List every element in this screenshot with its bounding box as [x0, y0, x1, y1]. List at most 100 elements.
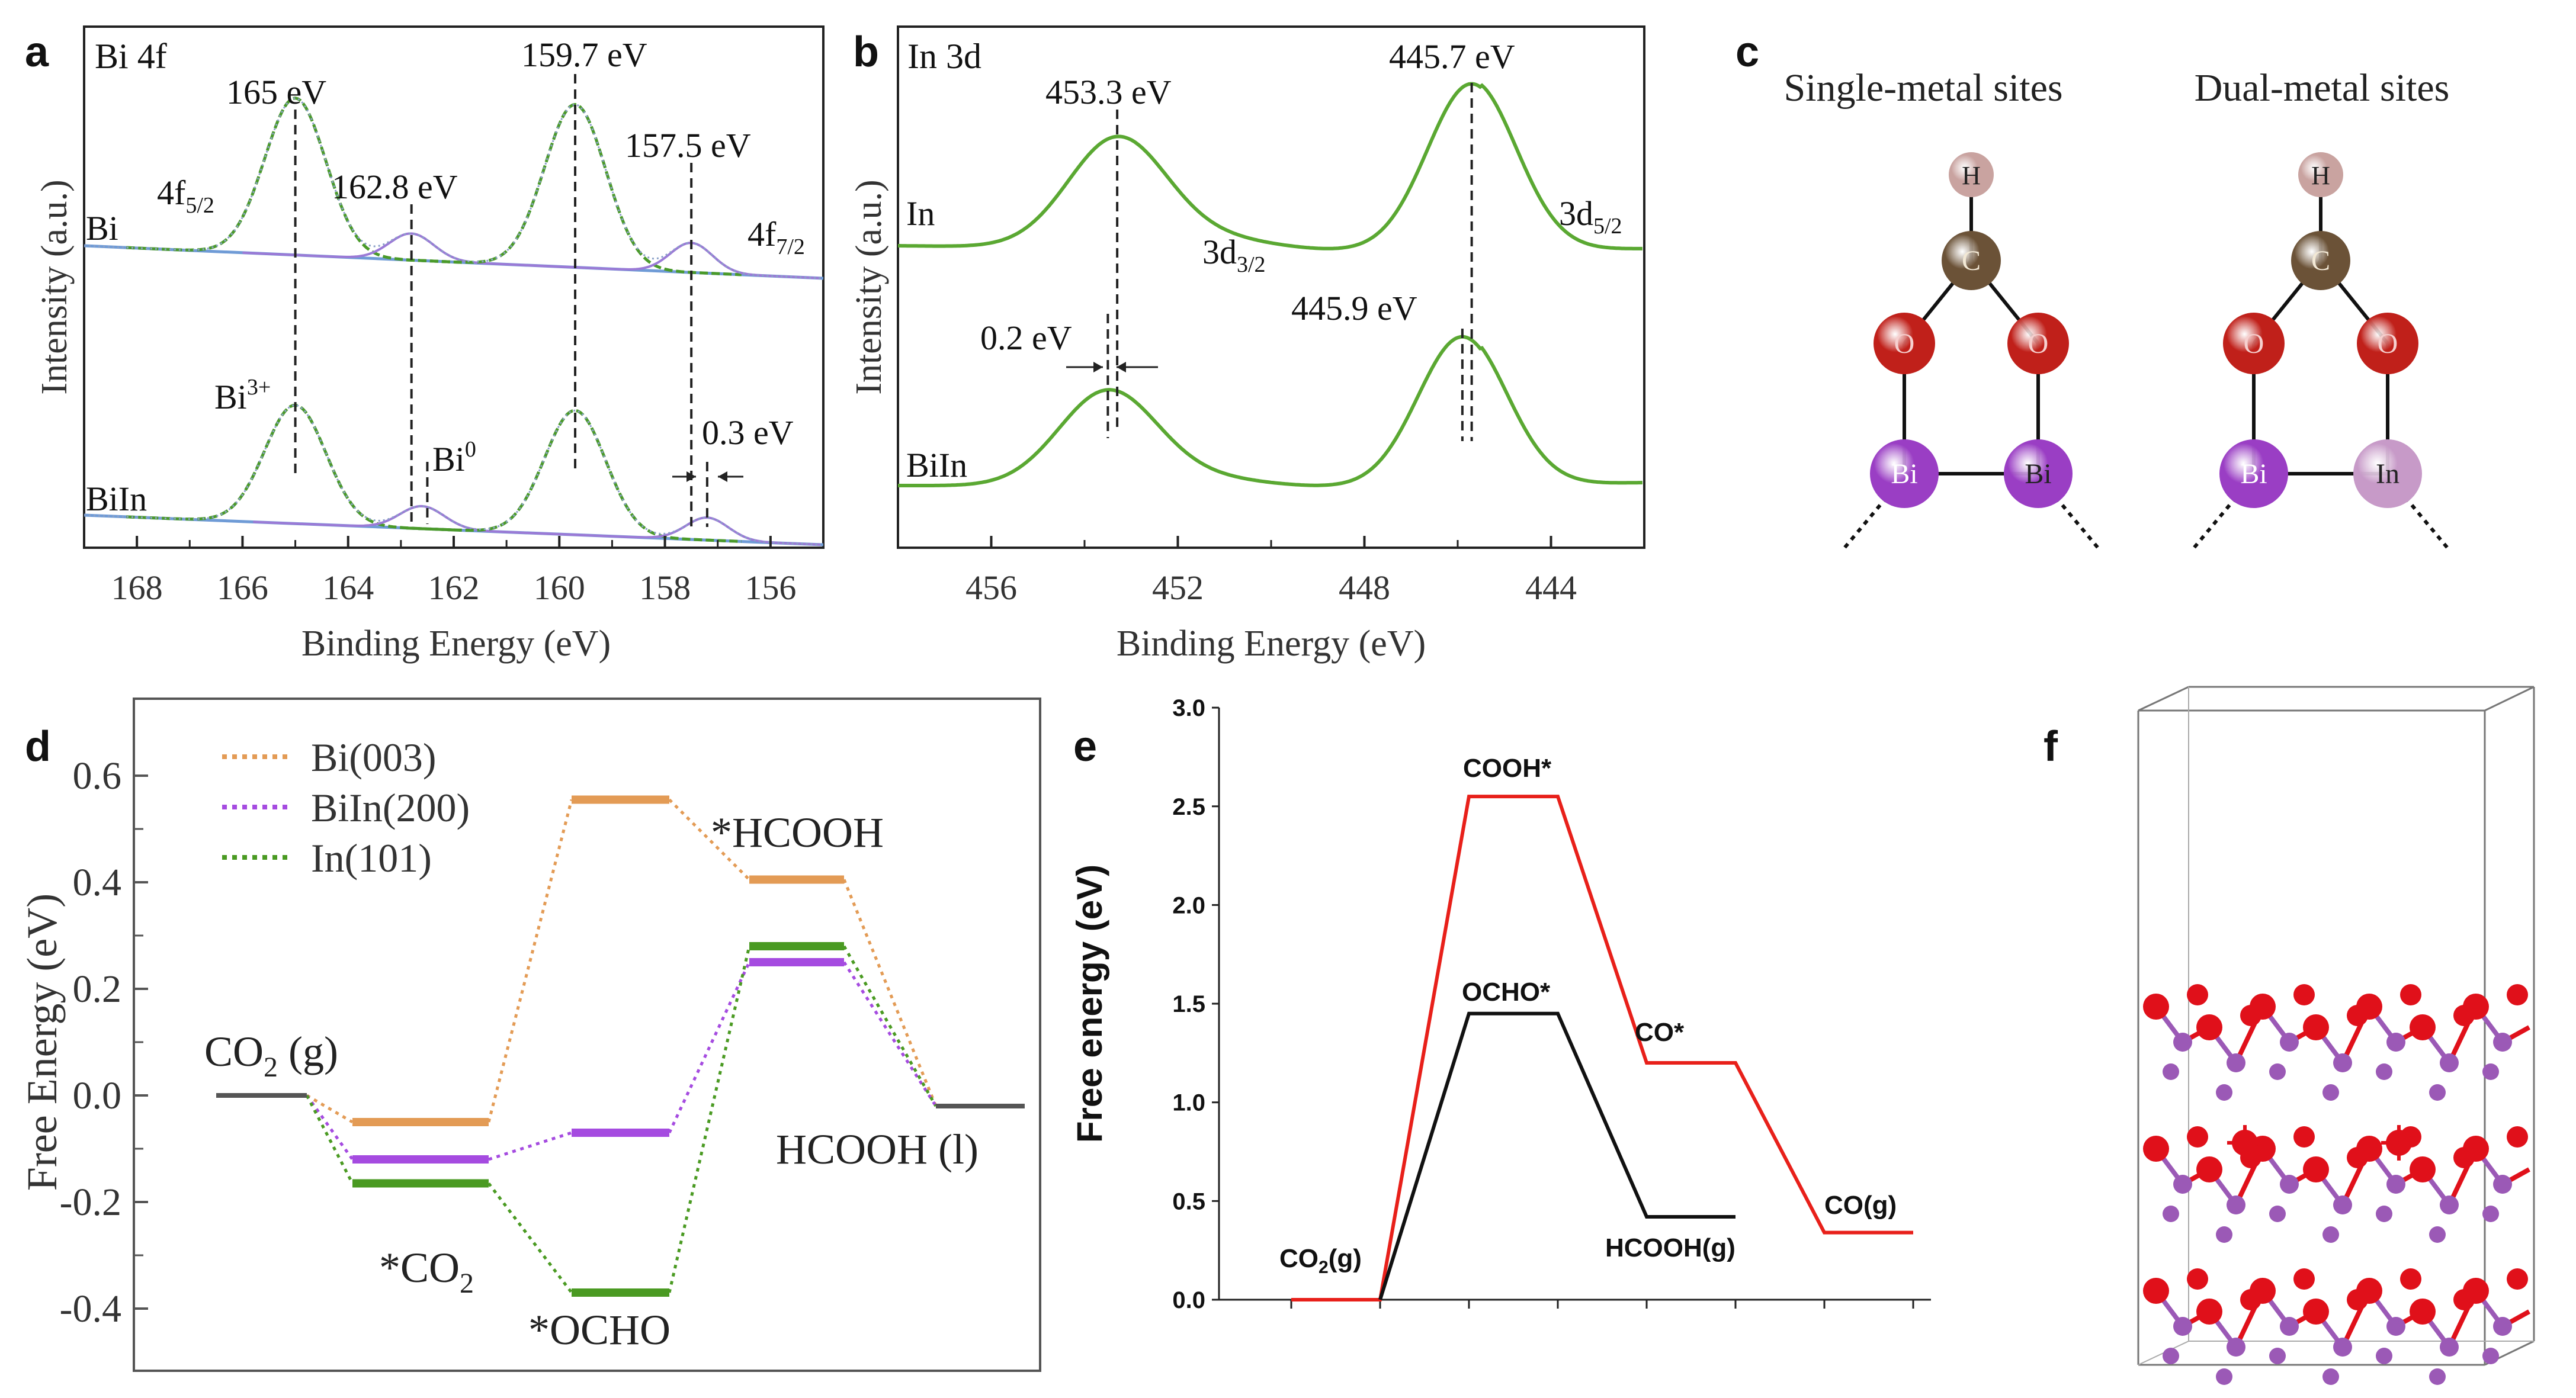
panel-f-atom-bi — [2333, 1053, 2352, 1072]
panel-d-connector — [842, 945, 938, 1107]
panel-e-tick-label: 1.5 — [1172, 991, 1205, 1017]
panel-f-atom-o — [2187, 1268, 2208, 1290]
panel-f-atom-o — [2250, 994, 2276, 1020]
panel-f-atom-bi — [2216, 1084, 2232, 1101]
panel-f-atom-o — [2507, 1126, 2528, 1148]
panel-f-atom-bi — [2429, 1226, 2446, 1243]
panel-f-atom-o — [2143, 994, 2169, 1020]
panel-d-legend-label: Bi(003) — [311, 735, 437, 780]
panel-f-atom-bi — [2163, 1063, 2179, 1080]
panel-f-atom-bi — [2322, 1084, 2339, 1101]
panel-f-atom-bi — [2216, 1226, 2232, 1243]
panel-f-structure — [2137, 686, 2535, 1385]
panel-c-atom-bi — [2004, 439, 2073, 508]
panel-f-atom-bi — [2482, 1206, 2499, 1222]
panel-f-letter: f — [2044, 723, 2058, 770]
panel-d-connector — [668, 946, 751, 1293]
panel-c-atom-label: H — [2311, 161, 2330, 190]
panel-c-molecules: H C O O Bi Bi H C O O Bi In — [1840, 152, 2452, 552]
panel-d-tick-label: 0.2 — [73, 968, 122, 1011]
panel-f-atom-o — [2293, 1268, 2315, 1290]
panel-d-tick-label: -0.2 — [60, 1181, 121, 1224]
panel-f-atom-o — [2196, 1156, 2222, 1182]
panel-f-atom-o — [2463, 1136, 2489, 1162]
panel-d-legend: Bi(003) BiIn(200) In(101) — [222, 735, 470, 880]
panel-e-path-hcooh — [1378, 1011, 1735, 1300]
panel-a-shift-arrowhead-right — [718, 471, 727, 482]
panel-a-corner-label: Bi 4f — [95, 37, 167, 76]
panel-f-atom-o — [2187, 984, 2208, 1005]
panel-f-atom-bi — [2173, 1175, 2192, 1194]
panel-f-atom-o — [2507, 1268, 2528, 1290]
panel-e-label-hcooh: HCOOH(g) — [1605, 1233, 1735, 1262]
panel-c-atom-label: Bi — [2240, 458, 2267, 490]
panel-f: f — [2044, 686, 2535, 1385]
panel-c-dotted-bond — [2054, 496, 2102, 552]
panel-e-ylabel: Free energy (eV) — [1070, 864, 1109, 1143]
panel-d-connector — [488, 1131, 572, 1161]
panel-b-tick-label: 444 — [1525, 568, 1577, 607]
panel-a-ann-bi0: Bi0 — [432, 437, 476, 478]
panel-b-corner-label: In 3d — [907, 37, 981, 76]
panel-a-tick-label: 164 — [322, 568, 374, 607]
panel-b-tick-label: 448 — [1339, 568, 1390, 607]
panel-d-connector — [668, 798, 750, 881]
panel-c-dotted-bond — [2404, 496, 2452, 552]
panel-c-atom-o — [2357, 313, 2418, 374]
panel-b-spectrum — [898, 335, 1643, 487]
panel-a-component-peak — [242, 232, 578, 269]
panel-d-label-co2g: CO2 (g) — [204, 1028, 338, 1083]
panel-a-shift-arrowhead-left — [686, 471, 696, 482]
panel-a-xlabel: Binding Energy (eV) — [301, 624, 611, 664]
panel-a-ann-bi3: Bi3+ — [214, 375, 271, 416]
panel-c-atom-label: O — [2378, 328, 2398, 359]
panel-a-ann-165: 165 eV — [226, 73, 326, 111]
panel-c-atom-o — [1874, 313, 1935, 374]
panel-f-atom-o — [2410, 1299, 2436, 1325]
panel-a-tick-label: 162 — [428, 568, 480, 607]
panel-b-ann-453-3: 453.3 eV — [1045, 73, 1172, 111]
panel-f-atom-bi — [2386, 1175, 2405, 1194]
panel-d-tick-label: 0.6 — [73, 754, 122, 798]
panel-f-atom-o — [2410, 1156, 2436, 1182]
panel-e-label-co-ads: CO* — [1635, 1018, 1685, 1047]
panel-f-atom-bi — [2163, 1206, 2179, 1222]
panel-d-tick-label: 0.0 — [73, 1074, 122, 1117]
panel-e-path-co — [1291, 795, 1913, 1301]
panel-d-label-hcooh-ads: *HCOOH — [711, 809, 884, 856]
panel-f-atom-o — [2196, 1014, 2222, 1040]
panel-f-atom-bi — [2269, 1348, 2286, 1364]
panel-a-tick-label: 158 — [639, 568, 691, 607]
panel-b-frame — [897, 25, 1645, 549]
panel-e-ticks: 3.0 2.5 2.0 1.5 1.0 0.5 0.0 — [1172, 695, 1914, 1313]
panel-a-letter: a — [25, 28, 49, 76]
panel-a-component-peak — [253, 504, 589, 537]
panel-a-fit-peak — [406, 409, 742, 543]
panel-b-xlabel: Binding Energy (eV) — [1117, 624, 1426, 664]
panel-f-atom-o — [2463, 994, 2489, 1020]
panel-f-atom-bi — [2269, 1206, 2286, 1222]
panel-d-letter: d — [25, 723, 51, 770]
panel-e-tick-label: 3.0 — [1172, 695, 1205, 721]
panel-a-ticks: 168 166 164 162 160 158 156 — [111, 536, 796, 607]
panel-b-ticks: 456 452 448 444 — [965, 536, 1577, 607]
panel-a-data-trace — [84, 404, 821, 546]
panel-a-component-peak — [538, 516, 821, 546]
panel-f-atom-bi — [2482, 1348, 2499, 1364]
panel-c-title-single: Single-metal sites — [1783, 66, 2062, 110]
panel-f-atom-bi — [2376, 1348, 2392, 1364]
panel-c-title-dual: Dual-metal sites — [2195, 66, 2450, 110]
panel-f-atom-bi — [2376, 1206, 2392, 1222]
panel-f-atom-o — [2293, 1126, 2315, 1148]
panel-a-ann-159-7: 159.7 eV — [521, 36, 647, 74]
panel-c-atom-h — [1949, 152, 1994, 197]
panel-d-legend-label: In(101) — [311, 835, 432, 880]
panel-d-label-ocho: *OCHO — [528, 1306, 671, 1354]
panel-c-letter: c — [1735, 28, 1759, 76]
panel-b-spectrum — [898, 82, 1643, 250]
panel-a-ann-162-8: 162.8 eV — [332, 168, 458, 206]
panel-c-dotted-bond — [2190, 496, 2238, 552]
panel-f-atom-o — [2356, 1278, 2382, 1304]
panel-a-tick-label: 168 — [111, 568, 163, 607]
